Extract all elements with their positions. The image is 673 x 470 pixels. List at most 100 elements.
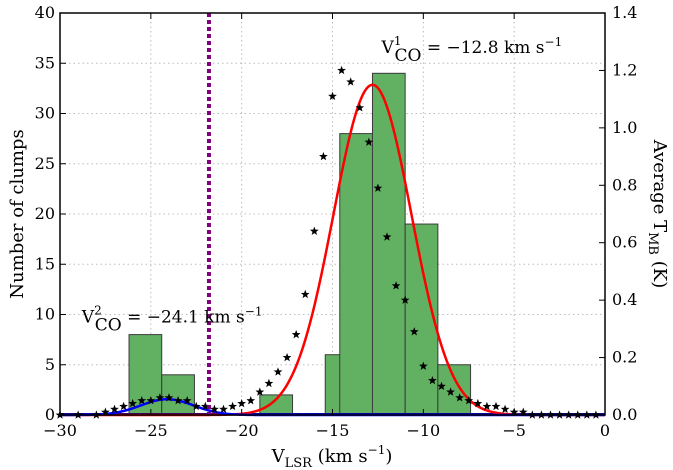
- histogram-bars: [128, 72, 472, 416]
- annotation-tail: −1: [545, 35, 563, 49]
- average-tmb-marker: [455, 393, 465, 402]
- x-tick-label: −15: [316, 421, 350, 440]
- average-tmb-marker: [328, 91, 337, 100]
- average-tmb-marker: [346, 77, 356, 86]
- annotations: V1 CO = −12.8 km s−1V2 CO = −24.1 km s−1: [81, 34, 562, 335]
- histogram-bar: [371, 72, 406, 416]
- average-tmb-marker: [464, 396, 474, 405]
- average-tmb-marker: [482, 401, 492, 411]
- average-tmb-marker: [228, 401, 237, 411]
- average-tmb-marker: [164, 393, 174, 402]
- average-tmb-marker: [273, 367, 283, 376]
- average-tmb-marker: [264, 378, 274, 388]
- y-right-tick-label: 0.0: [612, 405, 637, 424]
- y-right-tick-label: 1.2: [612, 60, 637, 79]
- average-tmb-marker: [182, 396, 192, 405]
- average-tmb-marker: [146, 396, 156, 405]
- y-right-tick-label: 1.0: [612, 118, 637, 137]
- average-tmb-marker: [110, 404, 119, 413]
- annotation-1: V1 CO = −12.8 km s−1: [381, 34, 563, 66]
- y-left-tick-label: 40: [35, 3, 55, 22]
- average-tmb-marker: [337, 65, 346, 75]
- annotation-text: = −12.8 km s: [421, 38, 544, 58]
- y-left-tick-label: 5: [45, 355, 55, 374]
- x-axis-ticks: −30 −25 −20 −15 −10 −5 0: [43, 13, 610, 440]
- y-right-axis-title-sub: MB: [645, 232, 660, 255]
- average-tmb-marker: [282, 352, 292, 362]
- y-left-tick-label: 30: [35, 104, 55, 123]
- x-tick-label: 0: [600, 421, 610, 440]
- x-axis-title-sub: LSR: [285, 456, 314, 470]
- annotation-sup: 1: [394, 34, 402, 48]
- annotation-2: V2 CO = −24.1 km s−1: [81, 304, 263, 336]
- y-right-tick-label: 0.6: [612, 233, 637, 252]
- annotation-text: = −24.1 km s: [122, 308, 245, 328]
- x-tick-label: −5: [502, 421, 526, 440]
- y-right-axis-title: Average TMB (K): [645, 139, 670, 288]
- y-left-tick-label: 0: [45, 405, 55, 424]
- x-axis-title-rest: (km s: [312, 446, 368, 467]
- x-tick-label: −25: [134, 421, 168, 440]
- average-tmb-marker: [382, 232, 392, 241]
- average-tmb-marker: [200, 401, 210, 411]
- average-tmb-marker: [255, 387, 265, 396]
- average-tmb-marker: [173, 396, 183, 405]
- average-tmb-marker: [191, 401, 201, 411]
- histogram-bar: [437, 364, 472, 416]
- x-tick-label: −10: [406, 421, 440, 440]
- average-tmb-marker: [237, 398, 247, 408]
- histogram-bar: [404, 223, 439, 416]
- annotation-tail: −1: [245, 305, 263, 319]
- average-tmb-marker: [355, 103, 365, 112]
- average-tmb-marker: [446, 387, 455, 396]
- annotation-sub: CO: [394, 46, 421, 66]
- y-left-tick-label: 15: [35, 254, 55, 273]
- average-tmb-marker: [437, 381, 446, 391]
- average-tmb-marker: [373, 183, 383, 192]
- average-tmb-marker: [128, 398, 138, 408]
- average-tmb-marker: [428, 375, 437, 385]
- y-right-tick-label: 0.4: [612, 290, 637, 309]
- histogram-bar: [339, 133, 373, 416]
- y-left-tick-label: 35: [35, 53, 55, 72]
- y-right-tick-label: 0.8: [612, 175, 637, 194]
- x-axis-title: VLSR (km s−1): [271, 443, 393, 470]
- x-axis-title-close: ): [385, 446, 392, 467]
- average-tmb-marker: [491, 401, 501, 411]
- average-tmb-marker: [210, 404, 219, 413]
- average-tmb-marker: [155, 393, 165, 402]
- x-tick-label: −20: [225, 421, 259, 440]
- y-right-tick-label: 0.2: [612, 348, 637, 367]
- average-tmb-marker: [309, 226, 319, 235]
- average-tmb-marker: [246, 396, 256, 405]
- x-axis-title-base: V: [271, 446, 286, 467]
- annotation-base: V: [81, 308, 95, 328]
- y-right-tick-label: 1.4: [612, 3, 637, 22]
- average-tmb-marker: [300, 289, 310, 299]
- annotation-sub: CO: [95, 316, 122, 336]
- annotation-sup: 2: [94, 304, 102, 318]
- average-tmb-marker: [400, 295, 410, 304]
- average-tmb-marker: [364, 137, 374, 146]
- histogram-bar: [161, 374, 195, 416]
- average-tmb-marker: [219, 404, 228, 413]
- y-right-axis-title-base: Average T: [649, 139, 670, 232]
- average-tmb-marker: [500, 404, 510, 413]
- y-left-tick-label: 25: [35, 154, 55, 173]
- average-tmb-marker: [409, 327, 419, 336]
- average-tmb-marker: [119, 401, 128, 411]
- average-tmb-marker: [101, 407, 110, 416]
- annotation-base: V: [381, 38, 395, 58]
- y-left-tick-label: 20: [35, 204, 55, 223]
- average-tmb-marker: [291, 330, 301, 339]
- y-left-axis-ticks: 0 5 10 15 20 25 30 35 40: [35, 3, 66, 424]
- average-tmb-marker: [518, 407, 528, 416]
- average-tmb-marker: [418, 361, 428, 370]
- average-tmb-marker: [319, 151, 328, 161]
- average-tmb-marker: [391, 281, 401, 290]
- average-tmb-marker: [473, 398, 483, 408]
- y-left-axis-title: Number of clumps: [7, 129, 28, 298]
- y-right-axis-ticks: 0.0 0.2 0.4 0.6 0.8 1.0 1.2 1.4: [599, 3, 637, 424]
- average-tmb-marker: [137, 396, 147, 405]
